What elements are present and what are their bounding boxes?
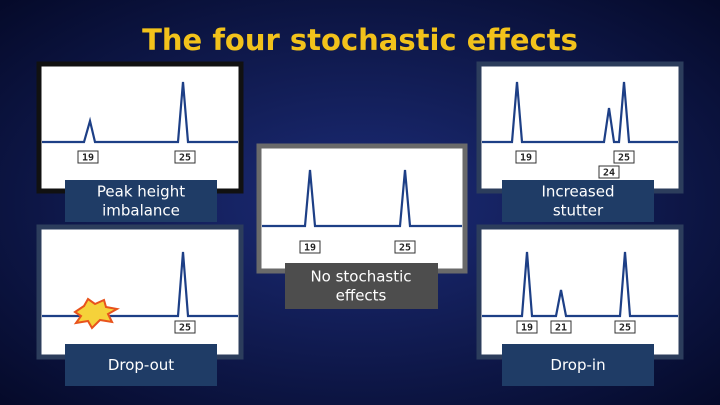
caption-box: [285, 263, 438, 309]
panel-frame: [256, 143, 468, 274]
panel-caption: No stochastic: [310, 268, 411, 286]
trace: [482, 81, 678, 144]
panel-caption: Drop-in: [550, 356, 605, 374]
dropout-burst: [73, 297, 120, 330]
panel-caption: effects: [336, 287, 387, 305]
panel: 19 21 25: [476, 224, 684, 386]
panel-caption: Increased: [541, 183, 614, 201]
allele-label: 25: [179, 153, 191, 164]
allele-box: [77, 150, 99, 164]
panel-caption: Peak height: [97, 183, 185, 201]
panel-caption: Drop-out: [108, 356, 174, 374]
slide-title: The four stochastic effects: [142, 23, 578, 57]
allele-box: [598, 165, 620, 179]
panel-caption: imbalance: [102, 202, 180, 220]
allele-label: 25: [179, 323, 191, 334]
allele-box: [614, 320, 636, 334]
trace: [42, 81, 238, 144]
panel: 19 25: [36, 61, 244, 222]
allele-label: 19: [521, 323, 533, 334]
trace: [482, 251, 678, 318]
allele-label: 25: [399, 243, 411, 254]
panel-frame: [476, 224, 684, 360]
allele-box: [516, 320, 538, 334]
allele-box: [174, 320, 196, 334]
allele-box: [613, 150, 635, 164]
panel-frame: [36, 224, 244, 360]
panel-frame: [476, 61, 684, 194]
allele-label: 19: [304, 243, 316, 254]
allele-label: 24: [603, 168, 615, 179]
caption-box: [502, 344, 654, 386]
panel-caption: stutter: [553, 202, 604, 220]
panel: 19 25: [256, 143, 468, 309]
caption-box: [65, 180, 217, 222]
panel: 25: [36, 224, 244, 386]
caption-box: [502, 180, 654, 222]
caption-box: [65, 344, 217, 386]
trace: [42, 251, 238, 318]
allele-box: [174, 150, 196, 164]
allele-label: 19: [520, 153, 532, 164]
allele-label: 21: [555, 323, 567, 334]
allele-label: 25: [618, 153, 630, 164]
allele-box: [550, 320, 572, 334]
allele-label: 25: [619, 323, 631, 334]
allele-box: [299, 240, 321, 254]
allele-box: [394, 240, 416, 254]
allele-box: [515, 150, 537, 164]
trace: [262, 169, 462, 228]
panel-frame: [36, 61, 244, 194]
allele-label: 19: [82, 153, 94, 164]
